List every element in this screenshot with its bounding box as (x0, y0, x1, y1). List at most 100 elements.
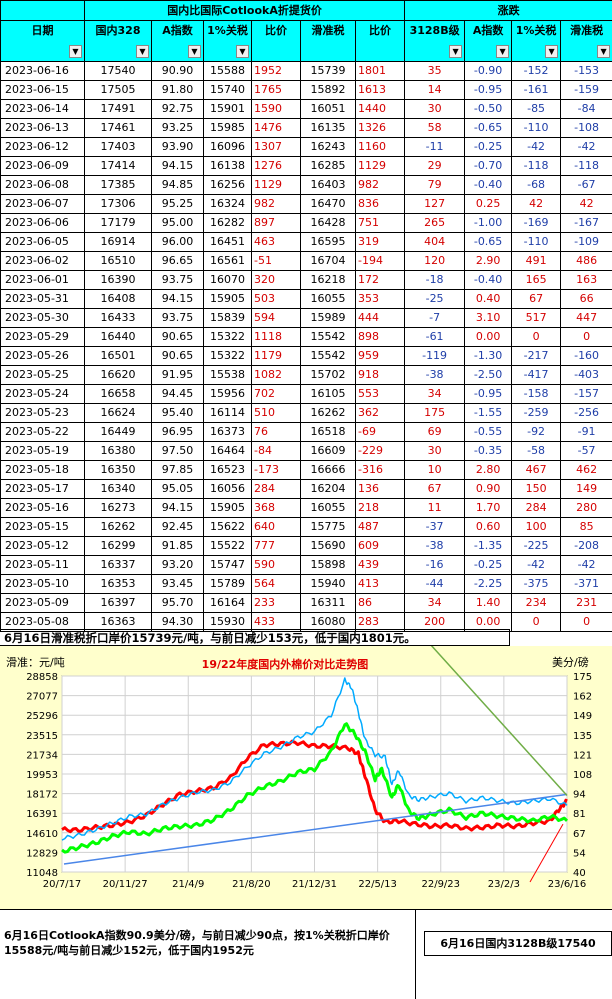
table-cell: 67 (404, 479, 466, 499)
table-cell: 2023-05-30 (0, 308, 85, 328)
table-row: 2023-05-08 16363 94.30 15930 433 16080 283 200 0… (0, 612, 612, 632)
table-cell: -118 (560, 156, 612, 176)
table-cell: -0.35 (464, 441, 513, 461)
table-cell: 368 (251, 498, 301, 518)
table-cell: -417 (511, 365, 562, 385)
column-header[interactable]: A指数 ▼ (464, 20, 513, 62)
table-cell: 16397 (84, 593, 152, 613)
table-row: 2023-05-30 16433 93.75 15839 594 15989 444 -7 3.… (0, 308, 612, 328)
table-cell: 2023-05-25 (0, 365, 85, 385)
table-cell: 16262 (300, 403, 356, 423)
table-cell: 2023-05-19 (0, 441, 85, 461)
table-cell: 76 (251, 422, 301, 442)
table-row: 2023-06-15 17505 91.80 15740 1765 15892 1613 14… (0, 80, 612, 100)
table-cell: -42 (560, 137, 612, 157)
table-cell: 2023-06-14 (0, 99, 85, 119)
column-header-label: 日期 (31, 24, 54, 37)
table-cell: -159 (560, 80, 612, 100)
table-row: 2023-05-31 16408 94.15 15905 503 16055 353 -25 0… (0, 289, 612, 309)
table-cell: -109 (560, 232, 612, 252)
table-cell: 16051 (300, 99, 356, 119)
column-header[interactable]: 3128B级 ▼ (404, 20, 466, 62)
table-cell: 127 (404, 194, 466, 214)
table-cell: 42 (560, 194, 612, 214)
y-right-axis-label: 美分/磅 (552, 655, 589, 669)
table-cell: 517 (511, 308, 562, 328)
filter-dropdown-icon[interactable]: ▼ (545, 45, 559, 58)
filter-dropdown-icon[interactable]: ▼ (597, 45, 611, 58)
table-cell: 1476 (251, 118, 301, 138)
table-row: 2023-05-23 16624 95.40 16114 510 16262 362 175-… (0, 403, 612, 423)
filter-dropdown-icon[interactable]: ▼ (188, 45, 201, 58)
table-row: 2023-06-09 17414 94.15 16138 1276 16285 1129 29… (0, 156, 612, 176)
filter-dropdown-icon[interactable]: ▼ (69, 45, 82, 58)
table-cell: 16243 (300, 137, 356, 157)
table-cell: 90.65 (151, 346, 204, 366)
table-cell: -225 (511, 536, 562, 556)
filter-dropdown-icon[interactable]: ▼ (136, 45, 149, 58)
table-cell: 1.40 (464, 593, 513, 613)
table-cell: -110 (511, 232, 562, 252)
column-header[interactable]: A指数 ▼ (151, 20, 204, 62)
table-cell: 17179 (84, 213, 152, 233)
table-cell: 353 (354, 289, 406, 309)
table-cell: 16449 (84, 422, 152, 442)
table-cell: -25 (404, 289, 466, 309)
column-header[interactable]: 比价 (251, 20, 301, 62)
table-cell: 1129 (354, 156, 406, 176)
column-header[interactable]: 日期 ▼ (0, 20, 85, 62)
table-cell: -0.90 (464, 61, 513, 81)
column-header[interactable]: 比价 (354, 20, 406, 62)
y-left-tick-label: 27077 (26, 692, 58, 703)
table-cell: 362 (354, 403, 406, 423)
y-left-tick-label: 12829 (26, 848, 58, 859)
table-cell: 16285 (300, 156, 356, 176)
table-cell: 34 (404, 384, 466, 404)
table-cell: -108 (560, 118, 612, 138)
trend-line (430, 646, 568, 796)
column-header[interactable]: 滑准税 (300, 20, 356, 62)
table-cell: 30 (404, 99, 466, 119)
table-cell: -161 (511, 80, 562, 100)
table-cell: 15775 (300, 517, 356, 537)
table-cell: 0.60 (464, 517, 513, 537)
filter-dropdown-icon[interactable]: ▼ (236, 45, 249, 58)
table-cell: 1.70 (464, 498, 513, 518)
column-header[interactable]: 滑准税 ▼ (560, 20, 612, 62)
column-header-label: 比价 (265, 24, 287, 37)
y-left-tick-label: 16391 (26, 809, 58, 820)
table-cell: -0.65 (464, 118, 513, 138)
y-left-tick-label: 18172 (26, 790, 58, 801)
table-cell: -118 (511, 156, 562, 176)
table-cell: 175 (404, 403, 466, 423)
table-cell: 284 (511, 498, 562, 518)
filter-dropdown-icon[interactable]: ▼ (449, 45, 463, 58)
table-cell: 16510 (84, 251, 152, 271)
table-row: 2023-05-29 16440 90.65 15322 1118 15542 898 -61… (0, 327, 612, 347)
table-cell: -11 (404, 137, 466, 157)
table-cell: 233 (251, 593, 301, 613)
table-cell: 100 (511, 517, 562, 537)
table-cell: 136 (354, 479, 406, 499)
table-cell: 2023-05-11 (0, 555, 85, 575)
table-cell: 2023-05-16 (0, 498, 85, 518)
table-cell: 15901 (203, 99, 252, 119)
table-cell: 564 (251, 574, 301, 594)
table-cell: -158 (511, 384, 562, 404)
table-row: 2023-05-12 16299 91.85 15522 777 15690 609 -38-… (0, 536, 612, 556)
filter-dropdown-icon[interactable]: ▼ (496, 45, 510, 58)
table-cell: 1179 (251, 346, 301, 366)
table-cell: 15839 (203, 308, 252, 328)
y-right-tick-label: 175 (573, 672, 592, 683)
table-cell: 1952 (251, 61, 301, 81)
table-cell: -160 (560, 346, 612, 366)
table-cell: 16096 (203, 137, 252, 157)
table-cell: 15740 (203, 80, 252, 100)
column-header[interactable]: 国内328 ▼ (84, 20, 152, 62)
column-header[interactable]: 1%关税 ▼ (203, 20, 252, 62)
table-cell: 149 (560, 479, 612, 499)
column-header-label: 滑准税 (311, 24, 345, 37)
column-header[interactable]: 1%关税 ▼ (511, 20, 562, 62)
table-cell: 0 (560, 612, 612, 632)
table-cell: 16282 (203, 213, 252, 233)
